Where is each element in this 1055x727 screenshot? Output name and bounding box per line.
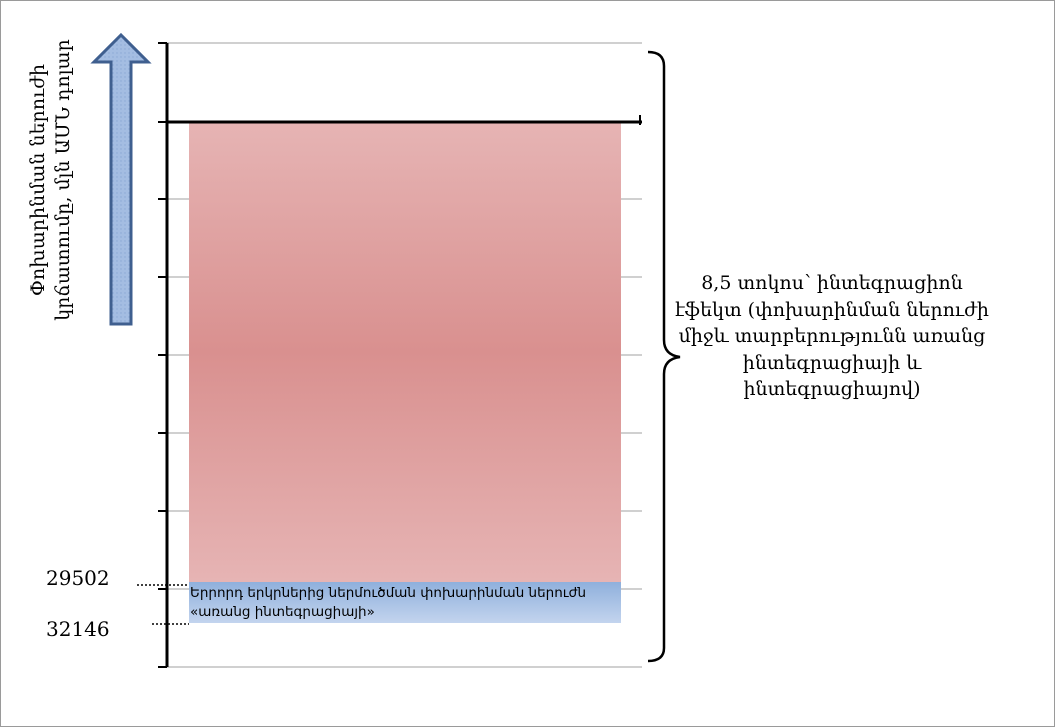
up-arrow-icon xyxy=(90,32,152,326)
y-axis-label-text: Փոխարինման ներուժի կրճատումը, մլն ԱՄՆ դո… xyxy=(27,39,74,321)
value-label-32146: 32146 xyxy=(46,617,110,641)
right-brace xyxy=(647,50,681,663)
base-bar-label: Երրորդ երկրներից ներմուծման փոխարինման ն… xyxy=(190,585,587,620)
effect-bar xyxy=(189,122,621,582)
y-axis-label: Փոխարինման ներուժի կրճատումը, մլն ԱՄՆ դո… xyxy=(26,28,84,332)
y-axis-ticks xyxy=(158,42,167,668)
base-bar xyxy=(189,582,621,623)
value-label-29502: 29502 xyxy=(46,566,110,590)
effect-annotation: 8,5 տոկոս՝ ինտեգրացիոն էֆեկտ (փոխարինման… xyxy=(675,272,989,400)
